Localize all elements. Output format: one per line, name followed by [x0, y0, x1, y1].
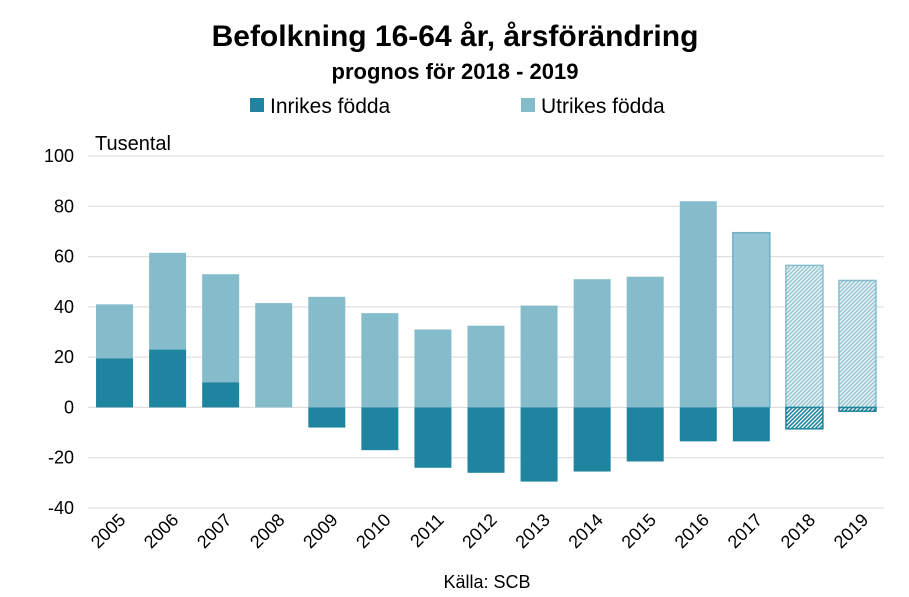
- y-tick-label: 80: [54, 196, 74, 216]
- y-tick-label: 40: [54, 297, 74, 317]
- legend-swatch-utrikes: [521, 98, 535, 112]
- bar-inrikes-2009: [308, 407, 346, 428]
- bar-inrikes-2016: [679, 407, 717, 442]
- bar-inrikes-2012: [467, 407, 505, 473]
- bar-utrikes-2009: [308, 296, 346, 408]
- y-tick-label: 0: [64, 397, 74, 417]
- bar-utrikes-2019: [838, 279, 877, 409]
- x-tick-label: 2019: [830, 510, 872, 552]
- bar-inrikes-2014: [573, 407, 611, 472]
- bar-inrikes-2019: [838, 406, 877, 412]
- legend: Inrikes födda Utrikes födda: [250, 95, 665, 118]
- y-tick-label: 20: [54, 347, 74, 367]
- bar-inrikes-2017: [732, 407, 770, 442]
- bar-inrikes-2005: [96, 358, 134, 408]
- x-tick-label: 2014: [565, 510, 607, 552]
- x-tick-label: 2018: [777, 510, 819, 552]
- y-tick-label: 60: [54, 247, 74, 267]
- x-tick-label: 2011: [406, 510, 448, 552]
- chart-title: Befolkning 16-64 år, årsförändring: [212, 20, 699, 53]
- bar-utrikes-2012: [467, 325, 505, 408]
- bar-utrikes-2007: [202, 274, 240, 383]
- y-tick-label: 100: [44, 146, 74, 166]
- x-tick-label: 2012: [458, 510, 500, 552]
- bar-inrikes-2010: [361, 407, 399, 451]
- chart-subtitle: prognos för 2018 - 2019: [332, 59, 579, 84]
- bar-inrikes-2006: [149, 349, 187, 408]
- bar-utrikes-2015: [626, 276, 664, 408]
- x-tick-label: 2017: [724, 510, 766, 552]
- bar-utrikes-2008: [255, 303, 293, 408]
- bars: [96, 201, 877, 482]
- bar-inrikes-2011: [414, 407, 452, 468]
- bar-utrikes-2011: [414, 329, 452, 408]
- bar-inrikes-2013: [520, 407, 558, 482]
- bar-utrikes-2006: [149, 252, 187, 350]
- x-tick-label: 2016: [671, 510, 713, 552]
- x-tick-label: 2013: [511, 510, 553, 552]
- x-tick-label: 2005: [87, 510, 129, 552]
- x-tick-label: 2006: [140, 510, 182, 552]
- legend-label-inrikes: Inrikes födda: [270, 95, 391, 118]
- bar-utrikes-2016: [679, 201, 717, 408]
- bar-inrikes-2018: [785, 406, 824, 430]
- bar-utrikes-2013: [520, 305, 558, 408]
- source-label: Källa: SCB: [443, 572, 530, 592]
- bar-utrikes-2014: [573, 279, 611, 408]
- x-tick-label: 2007: [193, 510, 235, 552]
- y-axis-unit-label: Tusental: [95, 133, 171, 155]
- x-tick-label: 2008: [246, 510, 288, 552]
- bar-utrikes-2018: [785, 264, 824, 409]
- x-tick-label: 2009: [299, 510, 341, 552]
- bar-utrikes-2017: [732, 231, 771, 409]
- y-axis-ticks: 100 80 60 40 20 0 -20 -40: [44, 146, 74, 518]
- bar-utrikes-2010: [361, 313, 399, 408]
- bar-utrikes-2005: [96, 304, 134, 359]
- y-tick-label: -20: [48, 448, 74, 468]
- y-tick-label: -40: [48, 498, 74, 518]
- bar-inrikes-2015: [626, 407, 664, 462]
- x-tick-label: 2010: [352, 510, 394, 552]
- bar-inrikes-2007: [202, 382, 240, 408]
- x-axis-ticks: 2005 2006 2007 2008 2009 2010 2011 2012 2013 2014…: [87, 510, 872, 552]
- legend-swatch-inrikes: [250, 98, 264, 112]
- legend-label-utrikes: Utrikes födda: [541, 95, 665, 118]
- x-tick-label: 2015: [618, 510, 660, 552]
